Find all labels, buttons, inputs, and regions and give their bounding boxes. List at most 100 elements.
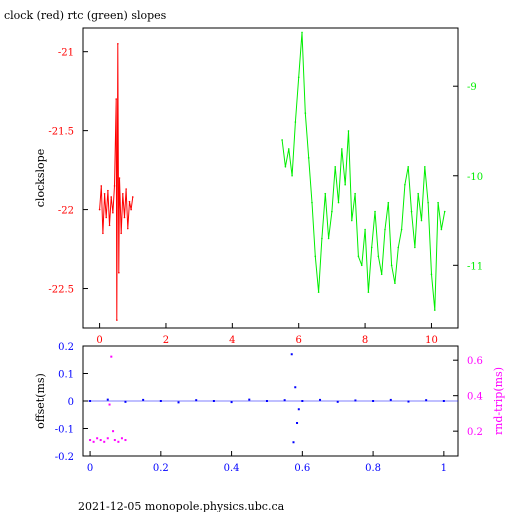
rndtrip-point xyxy=(110,355,113,358)
offset-point xyxy=(389,398,392,401)
offset-x-tick-label: 0.2 xyxy=(153,463,169,474)
clock-point xyxy=(127,227,129,230)
offset-point xyxy=(195,399,198,402)
offset-point xyxy=(296,422,299,424)
rtc-point xyxy=(297,76,300,79)
offset-point xyxy=(89,400,92,402)
clock-point xyxy=(123,216,126,219)
rtc-point xyxy=(334,166,337,168)
offset-point xyxy=(106,398,109,401)
offset-point xyxy=(283,399,286,402)
rtc-series-line xyxy=(281,32,446,311)
offset-y-tick-label: -0.1 xyxy=(55,425,74,436)
slopes-y2-tick-label: -10 xyxy=(467,172,483,183)
rtc-point xyxy=(407,166,410,168)
clock-point xyxy=(125,188,127,190)
rndtrip-ylabel: rnd-trip(ms) xyxy=(492,367,505,435)
slopes-plot-frame xyxy=(82,27,459,329)
rtc-point xyxy=(367,291,370,293)
clock-point xyxy=(100,185,103,187)
offset-x-tick-label: 0.8 xyxy=(365,463,381,474)
offset-x-tick-label: 0 xyxy=(87,463,93,474)
offset-point xyxy=(407,400,410,403)
slopes-x-tick-label: 8 xyxy=(362,335,368,346)
rtc-point xyxy=(374,210,376,213)
rtc-point xyxy=(351,219,353,222)
slopes-y-tick-label: -21.5 xyxy=(48,127,74,138)
rtc-point xyxy=(324,192,327,195)
rndtrip-y-tick-label: 0.4 xyxy=(467,392,483,403)
rtc-point xyxy=(424,166,426,168)
rtc-point xyxy=(304,112,307,114)
offset-y-tick-label: 0.2 xyxy=(58,342,74,353)
clock-point xyxy=(122,192,124,195)
offset-point xyxy=(265,400,268,402)
rtc-point xyxy=(417,192,419,195)
slopes-y2-axis: -9 -10 -11 xyxy=(453,82,483,272)
offset-point xyxy=(319,398,322,401)
rtc-point xyxy=(301,31,303,34)
clock-point xyxy=(131,196,134,198)
slopes-points xyxy=(98,31,446,321)
rtc-point xyxy=(327,237,330,240)
rtc-point xyxy=(321,237,323,240)
rtc-point xyxy=(397,246,400,249)
rtc-point xyxy=(284,166,287,168)
offset-point xyxy=(159,400,162,402)
clock-point xyxy=(105,216,108,219)
offset-point xyxy=(294,386,297,389)
clock-point xyxy=(117,42,119,45)
clock-point xyxy=(98,208,101,211)
rtc-point xyxy=(437,201,439,204)
offset-point xyxy=(372,400,375,402)
rndtrip-point xyxy=(89,439,92,442)
clock-point xyxy=(112,211,114,214)
rndtrip-y-axis: 0.6 0.4 0.2 xyxy=(453,356,483,438)
rtc-point xyxy=(337,201,340,204)
rtc-point xyxy=(387,201,390,204)
rtc-point xyxy=(433,309,436,311)
offset-point xyxy=(177,401,180,404)
offset-point xyxy=(124,400,127,403)
rtc-point xyxy=(430,273,433,276)
rtc-point xyxy=(311,201,313,204)
offset-panel: 0 0.2 0.4 0.6 0.8 1 0.2 0.1 0 -0.1 -0.2 0.6 0.4 0.2… xyxy=(34,342,505,474)
rtc-point xyxy=(380,273,383,276)
offset-point xyxy=(292,441,295,444)
footer-text: 2021-12-05 monopole.physics.ubc.ca xyxy=(78,500,285,512)
offset-x-axis: 0 0.2 0.4 0.6 0.8 1 xyxy=(87,451,447,474)
rndtrip-point xyxy=(92,440,95,443)
rtc-point xyxy=(331,210,333,213)
slopes-y-tick-label: -22.5 xyxy=(48,285,74,296)
clock-point xyxy=(113,185,116,187)
rtc-point xyxy=(307,157,310,159)
rndtrip-point xyxy=(113,439,116,442)
slopes-x-tick-label: 10 xyxy=(425,335,438,346)
slopes-y-axis: -21 -21.5 -22 -22.5 xyxy=(48,48,88,296)
rtc-point xyxy=(404,183,406,186)
rtc-point xyxy=(344,183,346,186)
offset-y-tick-label: -0.2 xyxy=(55,452,74,463)
slopes-y-tick-label: -22 xyxy=(58,206,74,217)
slopes-x-tick-label: 4 xyxy=(229,335,235,346)
slopes-x-tick-label: 2 xyxy=(163,335,169,346)
rtc-point xyxy=(410,210,413,213)
rtc-point xyxy=(357,255,360,258)
offset-x-tick-label: 1 xyxy=(441,463,447,474)
clock-point xyxy=(118,271,120,274)
offset-point xyxy=(290,353,293,356)
clock-point xyxy=(110,196,113,198)
offset-point xyxy=(442,400,445,402)
rtc-point xyxy=(360,264,363,267)
rtc-point xyxy=(394,282,396,285)
rndtrip-point xyxy=(124,439,127,442)
rndtrip-y-tick-label: 0.6 xyxy=(467,356,483,367)
clock-point xyxy=(130,208,132,211)
slopes-panel: 0 2 4 6 8 10 -21 -21.5 -22 -22.5 -9 -10 -11 clocks… xyxy=(34,27,483,346)
offset-point xyxy=(336,400,339,403)
rndtrip-point xyxy=(96,437,99,440)
rtc-point xyxy=(370,246,373,249)
offset-y-tick-label: 0 xyxy=(68,397,74,408)
rndtrip-y-tick-label: 0.2 xyxy=(467,427,483,438)
slopes-y-tick-label: -21 xyxy=(58,48,74,59)
